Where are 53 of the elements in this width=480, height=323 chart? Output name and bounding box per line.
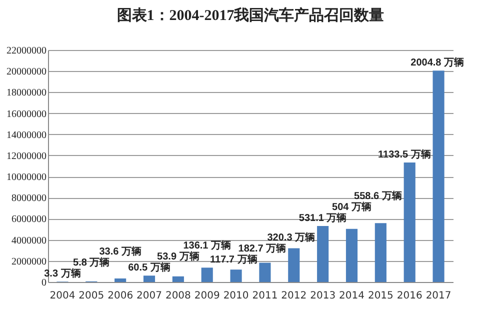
annotation: 320.3 万辆 bbox=[267, 232, 316, 244]
x-tick-label: 2009 bbox=[194, 290, 220, 302]
y-tick-label: 18000000 bbox=[6, 88, 46, 99]
annotation: 117.7 万辆 bbox=[210, 254, 258, 266]
x-tick-label: 2010 bbox=[223, 290, 249, 302]
y-tick-label: 16000000 bbox=[6, 108, 46, 120]
annotation: 2004.8 万辆 bbox=[410, 56, 464, 69]
y-tick-label: 6000000 bbox=[12, 214, 46, 226]
annotation: 53.9 万辆 bbox=[157, 250, 200, 263]
y-tick-label: 4000000 bbox=[12, 235, 46, 246]
x-tick-label: 2005 bbox=[78, 290, 104, 302]
x-tick-label: 2007 bbox=[136, 290, 162, 302]
annotation: 182.7 万辆 bbox=[238, 242, 286, 255]
bar bbox=[374, 223, 386, 282]
bar bbox=[143, 276, 156, 282]
y-tick-label: 12000000 bbox=[6, 150, 46, 162]
annotation: 531.1 万辆 bbox=[298, 212, 347, 224]
annotation: 3.3 万辆 bbox=[44, 268, 81, 280]
annotation: 558.6 万辆 bbox=[354, 190, 402, 202]
annotation: 1133.5 万辆 bbox=[378, 148, 431, 160]
x-tick-label: 2016 bbox=[396, 290, 422, 302]
x-tick-label: 2012 bbox=[281, 290, 307, 302]
annotation: 504 万辆 bbox=[332, 200, 372, 213]
bar bbox=[432, 70, 444, 282]
x-tick-label: 2011 bbox=[252, 290, 278, 302]
bar bbox=[317, 226, 329, 282]
y-tick-label: 2000000 bbox=[12, 256, 46, 268]
bar bbox=[114, 278, 126, 282]
bar bbox=[404, 162, 416, 282]
x-tick-label: 2008 bbox=[165, 290, 191, 302]
bar bbox=[346, 228, 358, 282]
bar bbox=[201, 268, 213, 282]
annotation: 5.8 万辆 bbox=[73, 256, 110, 269]
x-tick-label: 2015 bbox=[368, 290, 394, 302]
annotation: 60.5 万辆 bbox=[128, 262, 170, 274]
y-tick-label: 8000000 bbox=[12, 193, 46, 204]
x-tick-label: 2014 bbox=[339, 290, 364, 302]
bar bbox=[288, 248, 300, 282]
y-tick-label: 22000000 bbox=[6, 46, 46, 56]
x-tick-label: 2013 bbox=[310, 290, 336, 302]
x-tick-label: 2017 bbox=[426, 290, 452, 302]
y-tick-label: 14000000 bbox=[6, 130, 46, 141]
y-tick-label: 10000000 bbox=[6, 172, 46, 184]
annotation: 33.6 万辆 bbox=[99, 246, 142, 258]
x-tick-label: 2006 bbox=[108, 290, 134, 302]
annotation: 136.1 万辆 bbox=[183, 240, 232, 252]
y-tick-label: 0 bbox=[42, 278, 46, 288]
bar bbox=[259, 262, 271, 282]
chart-title: 图表1：2004-2017我国汽车产品召回数量 bbox=[116, 6, 384, 24]
bar bbox=[230, 270, 242, 282]
bar bbox=[172, 276, 184, 282]
y-tick-label: 20000000 bbox=[6, 66, 46, 78]
x-tick-label: 2004 bbox=[50, 290, 76, 302]
